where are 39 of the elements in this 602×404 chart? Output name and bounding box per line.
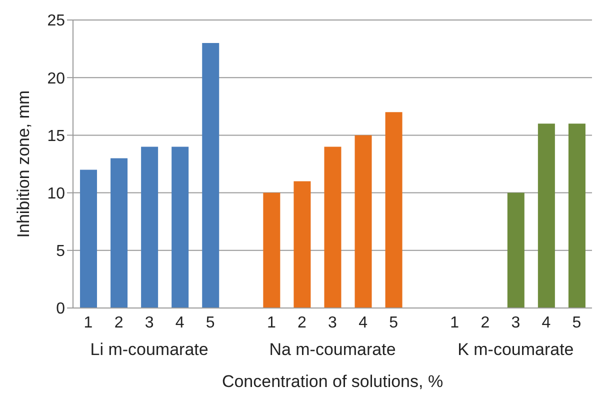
x-tick-label: 5	[389, 314, 398, 332]
x-tick-label: 4	[358, 314, 368, 332]
y-tick-label: 10	[47, 185, 66, 202]
bar	[507, 192, 524, 308]
x-tick-label: 4	[175, 314, 184, 332]
y-tick-label: 15	[47, 128, 66, 145]
bar	[263, 192, 280, 308]
x-tick-label: 3	[511, 314, 520, 332]
y-tick-label: 5	[56, 243, 66, 260]
bar	[141, 146, 158, 308]
y-tick-label: 20	[47, 70, 66, 88]
bar	[538, 124, 555, 308]
y-tick-label: 0	[56, 300, 66, 318]
x-tick-label: 2	[114, 314, 124, 332]
text: Li m-coumarate	[89, 340, 210, 360]
text: K m-coumarate	[456, 340, 575, 360]
x-tick-label: 4	[542, 314, 551, 332]
x-tick-label: 5	[572, 314, 582, 332]
bar	[172, 146, 189, 308]
x-tick-label: 5	[206, 314, 215, 332]
bar	[110, 158, 128, 308]
x-axis-title: Concentration of solutions, %	[220, 372, 444, 392]
x-tick-label: 1	[450, 314, 460, 332]
bar	[80, 170, 97, 308]
x-tick-label: 2	[480, 314, 490, 332]
bar	[294, 181, 311, 308]
bar	[354, 135, 372, 308]
x-tick-label: 1	[266, 314, 276, 332]
x-tick-label: 3	[144, 314, 154, 332]
x-tick-label: 3	[328, 314, 338, 332]
bar	[385, 112, 402, 308]
x-tick-label: 1	[84, 314, 93, 332]
bar	[568, 124, 586, 308]
y-tick-label: 25	[47, 12, 66, 30]
bar	[324, 146, 342, 308]
text: Na m-coumarate	[268, 340, 397, 360]
bar	[202, 43, 220, 308]
x-tick-label: 2	[298, 314, 307, 332]
y-axis-title: Inhibition zone, mm	[14, 90, 34, 238]
